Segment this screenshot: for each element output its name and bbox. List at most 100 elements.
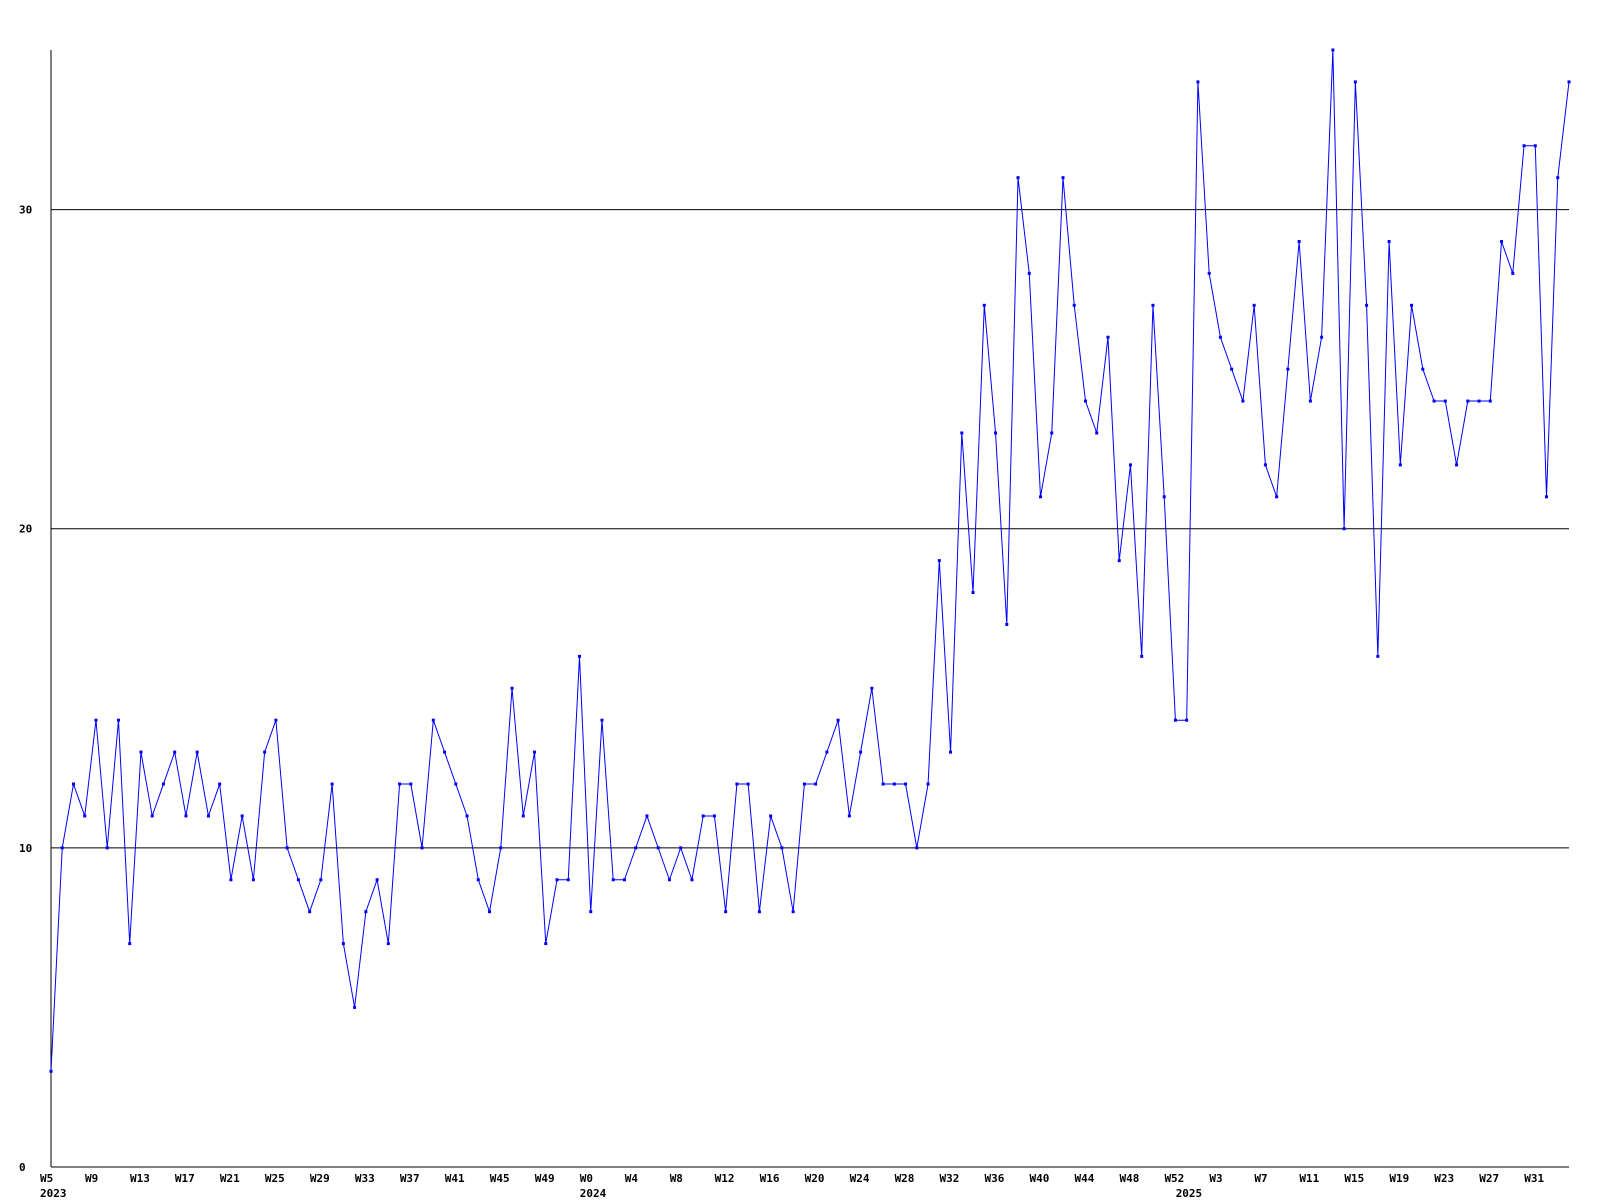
data-point [105, 846, 109, 850]
data-point [735, 782, 739, 786]
y-tick-label: 0 [19, 1161, 26, 1174]
data-point [915, 846, 919, 850]
series-line-group [50, 49, 1570, 1072]
x-tick-label: W21 [220, 1172, 240, 1185]
data-point [1533, 144, 1537, 148]
data-point [814, 782, 818, 786]
data-point [195, 750, 199, 754]
data-point [1320, 335, 1324, 339]
x-tick-label: W8 [670, 1172, 683, 1185]
x-tick-label: W29 [310, 1172, 330, 1185]
data-point [150, 814, 154, 818]
x-tick-label: W41 [445, 1172, 465, 1185]
data-point [1050, 431, 1054, 435]
x-tick-label: W15 [1344, 1172, 1364, 1185]
data-point [1387, 239, 1391, 243]
data-point [1185, 718, 1189, 722]
data-point [488, 910, 492, 914]
data-point [364, 910, 368, 914]
data-point [937, 559, 941, 563]
x-tick-label: W25 [265, 1172, 285, 1185]
data-point [420, 846, 424, 850]
data-point [1410, 303, 1414, 307]
data-point [757, 910, 761, 914]
data-point [566, 878, 570, 882]
x-tick-label: W45 [490, 1172, 510, 1185]
data-point [802, 782, 806, 786]
x-tick-label: W5 [40, 1172, 53, 1185]
data-point [1162, 495, 1166, 499]
data-point [1342, 527, 1346, 531]
x-tick-label: W3 [1209, 1172, 1222, 1185]
data-point [870, 686, 874, 690]
data-point [375, 878, 379, 882]
data-point [1140, 654, 1144, 658]
data-point [1263, 463, 1267, 467]
x-tick-label: W17 [175, 1172, 195, 1185]
x-tick-label: W23 [1434, 1172, 1454, 1185]
x-tick-label: W4 [625, 1172, 639, 1185]
data-point [589, 910, 593, 914]
year-label: 2024 [580, 1187, 607, 1200]
data-point [904, 782, 908, 786]
data-point [341, 942, 345, 946]
data-point [679, 846, 683, 850]
data-point [1275, 495, 1279, 499]
data-point [1455, 463, 1459, 467]
x-tick-label: W37 [400, 1172, 420, 1185]
data-point [1522, 144, 1526, 148]
data-point [780, 846, 784, 850]
data-point [611, 878, 615, 882]
x-tick-label: W48 [1119, 1172, 1139, 1185]
x-tick-label: W49 [535, 1172, 555, 1185]
data-point [544, 942, 548, 946]
x-tick-label: W27 [1479, 1172, 1499, 1185]
x-tick-label: W31 [1524, 1172, 1544, 1185]
data-point [949, 750, 953, 754]
data-point [982, 303, 986, 307]
x-tick-label: W13 [130, 1172, 150, 1185]
data-point [173, 750, 177, 754]
data-point [1027, 271, 1031, 275]
data-point [285, 846, 289, 850]
data-point [1567, 80, 1571, 84]
data-point [1297, 239, 1301, 243]
data-point [1421, 367, 1425, 371]
data-point [926, 782, 930, 786]
data-point [398, 782, 402, 786]
data-point [139, 750, 143, 754]
data-point [701, 814, 705, 818]
data-point [769, 814, 773, 818]
data-point [116, 718, 120, 722]
data-point [1218, 335, 1222, 339]
data-point [499, 846, 503, 850]
x-tick-label: W7 [1254, 1172, 1267, 1185]
data-point [206, 814, 210, 818]
data-point [600, 718, 604, 722]
data-point [859, 750, 863, 754]
data-point [161, 782, 165, 786]
data-point [712, 814, 716, 818]
data-point [1432, 399, 1436, 403]
x-tick-label: W24 [850, 1172, 870, 1185]
data-point [1072, 303, 1076, 307]
data-point [533, 750, 537, 754]
data-point [476, 878, 480, 882]
data-point [645, 814, 649, 818]
data-point [1488, 399, 1492, 403]
data-point [1477, 399, 1481, 403]
data-point [1365, 303, 1369, 307]
data-point [1039, 495, 1043, 499]
data-point [94, 718, 98, 722]
x-tick-label: W40 [1030, 1172, 1050, 1185]
series-markers [49, 48, 1571, 1073]
data-point [49, 1069, 53, 1073]
data-point [229, 878, 233, 882]
x-tick-label: W19 [1389, 1172, 1409, 1185]
data-point [555, 878, 559, 882]
data-point [667, 878, 671, 882]
data-point [60, 846, 64, 850]
data-point [892, 782, 896, 786]
x-tick-label: W36 [985, 1172, 1005, 1185]
